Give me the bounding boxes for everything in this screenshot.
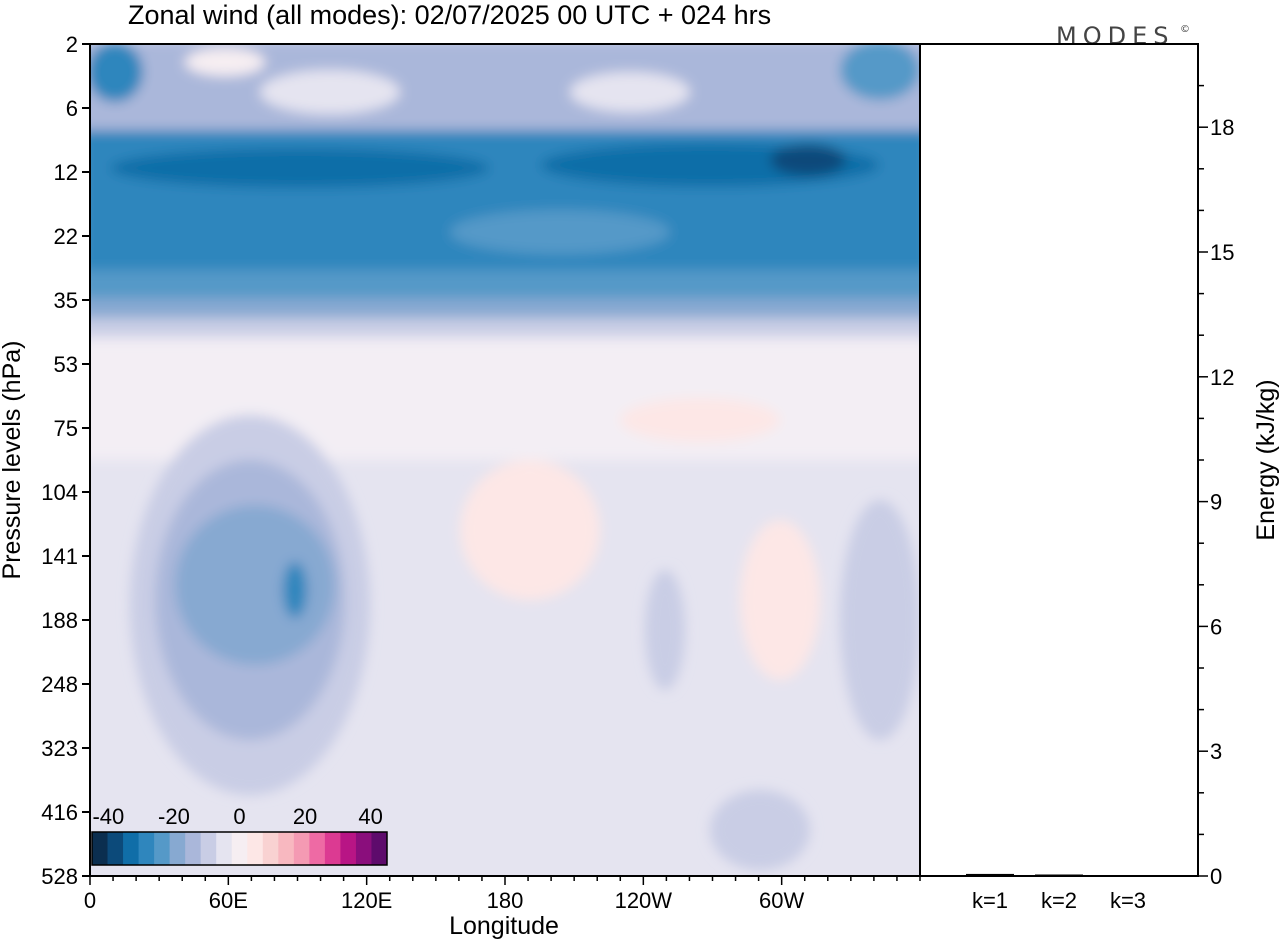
colorbar-swatch bbox=[324, 832, 341, 865]
colorbar-swatch bbox=[123, 832, 140, 865]
y-tick-label: 53 bbox=[54, 352, 78, 377]
logo-text: MODES bbox=[1056, 22, 1174, 50]
x-axis-label: Longitude bbox=[449, 912, 559, 940]
energy-frame bbox=[919, 43, 1199, 877]
cell-lower-5 bbox=[645, 570, 685, 690]
energy-bar bbox=[1104, 875, 1152, 876]
modes-logo: MODES © bbox=[1056, 22, 1196, 50]
y-tick-label: 248 bbox=[41, 672, 78, 697]
cell-pos-1 bbox=[460, 460, 600, 600]
y-tick-label: 35 bbox=[54, 288, 78, 313]
x-tick-label: 60W bbox=[759, 888, 804, 913]
energy-tick-label: 0 bbox=[1210, 864, 1222, 889]
cell-upper-light-3 bbox=[185, 48, 265, 76]
cell-jet-strong-1 bbox=[110, 148, 490, 188]
colorbar-swatch bbox=[138, 832, 155, 865]
energy-category-label: k=3 bbox=[1110, 888, 1146, 913]
band-transition-3 bbox=[90, 318, 920, 336]
band-transition-2 bbox=[90, 298, 920, 320]
colorbar-swatch bbox=[371, 832, 388, 865]
y-tick-label: 2 bbox=[66, 32, 78, 57]
colorbar-tick-label: -20 bbox=[158, 804, 190, 829]
energy-category-label: k=1 bbox=[972, 888, 1008, 913]
cell-upper-light-2 bbox=[570, 72, 690, 112]
cell-lower-3 bbox=[175, 505, 335, 665]
energy-axis: 0 3 6 9 12 15 18 bbox=[1198, 84, 1234, 889]
y-tick-label: 528 bbox=[41, 864, 78, 889]
chart-title: Zonal wind (all modes): 02/07/2025 00 UT… bbox=[128, 0, 771, 30]
energy-tick-label: 9 bbox=[1210, 490, 1222, 515]
energy-panel: k=1 k=2 k=3 0 3 6 9 12 15 18 Energy (kJ/kg) bbox=[919, 43, 1280, 913]
x-tick-label: 120W bbox=[615, 888, 673, 913]
energy-category-label: k=2 bbox=[1041, 888, 1077, 913]
cell-upper-dark-2 bbox=[840, 44, 920, 100]
cell-pos-3 bbox=[620, 398, 780, 442]
colorbar-tick-label: 0 bbox=[233, 804, 245, 829]
logo-mark: © bbox=[1180, 24, 1196, 35]
colorbar-swatch bbox=[169, 832, 186, 865]
colorbar-swatch bbox=[107, 832, 124, 865]
colorbar-swatch bbox=[278, 832, 295, 865]
y-tick-label: 104 bbox=[41, 480, 78, 505]
cell-jet-max bbox=[770, 144, 846, 176]
y-tick-label: 22 bbox=[54, 224, 78, 249]
heatmap-panel: -40 -20 0 20 40 2612223553751041411882483234… bbox=[0, 32, 921, 940]
energy-tick-label: 3 bbox=[1210, 739, 1222, 764]
y-axis-levels: 2 6 12 22 35 53 75 104 141 188 248 323 416 528 bbox=[41, 32, 90, 889]
cell-lower-6 bbox=[840, 500, 920, 740]
y-tick-label: 188 bbox=[41, 608, 78, 633]
colorbar-swatch bbox=[231, 832, 248, 865]
y-tick-label: 141 bbox=[41, 544, 78, 569]
energy-bars: k=1 k=2 k=3 bbox=[966, 873, 1152, 913]
energy-tick-label: 18 bbox=[1210, 115, 1234, 140]
x-tick-label: 180 bbox=[487, 888, 524, 913]
colorbar-tick-label: 40 bbox=[358, 804, 382, 829]
colorbar-tick-label: 20 bbox=[293, 804, 317, 829]
colorbar-swatch bbox=[293, 832, 310, 865]
x-tick-label: 60E bbox=[209, 888, 248, 913]
y-tick-label: 75 bbox=[54, 416, 78, 441]
colorbar: -40 -20 0 20 40 bbox=[91, 804, 388, 866]
energy-tick-label: 6 bbox=[1210, 614, 1222, 639]
cell-lower-7 bbox=[710, 790, 810, 870]
colorbar-frame bbox=[91, 831, 388, 866]
energy-bar bbox=[1035, 874, 1083, 876]
colorbar-swatch bbox=[340, 832, 357, 865]
cell-lower-4 bbox=[283, 562, 307, 618]
y-tick-label: 6 bbox=[66, 96, 78, 121]
y-axis-label: Pressure levels (hPa) bbox=[0, 341, 26, 580]
x-axis-longitude: 0 60E 120E 180 120W 60W bbox=[84, 876, 921, 913]
colorbar-swatch bbox=[247, 832, 264, 865]
y-tick-label: 416 bbox=[41, 800, 78, 825]
colorbar-swatch bbox=[200, 832, 217, 865]
colorbar-swatch bbox=[355, 832, 372, 865]
y-tick-label: 323 bbox=[41, 736, 78, 761]
x-tick-label: 120E bbox=[341, 888, 392, 913]
band-transition-1 bbox=[90, 270, 920, 300]
energy-bar bbox=[966, 873, 1014, 876]
energy-axis-label: Energy (kJ/kg) bbox=[1252, 379, 1280, 540]
colorbar-swatch bbox=[185, 832, 202, 865]
colorbar-swatch bbox=[92, 832, 109, 865]
heatmap-field bbox=[90, 44, 920, 876]
colorbar-swatch bbox=[262, 832, 279, 865]
cell-jet-weak bbox=[450, 210, 670, 254]
x-tick-label: 0 bbox=[84, 888, 96, 913]
heatmap-bands bbox=[90, 44, 920, 870]
colorbar-tick-label: -40 bbox=[92, 804, 124, 829]
cell-upper-dark-1 bbox=[90, 44, 143, 102]
y-tick-label: 12 bbox=[54, 160, 78, 185]
cell-pos-2 bbox=[740, 520, 820, 680]
cell-upper-light-1 bbox=[260, 70, 400, 114]
colorbar-swatch bbox=[309, 832, 326, 865]
colorbar-swatch bbox=[216, 832, 233, 865]
colorbar-swatch bbox=[154, 832, 171, 865]
energy-tick-label: 15 bbox=[1210, 240, 1234, 265]
energy-tick-label: 12 bbox=[1210, 365, 1234, 390]
